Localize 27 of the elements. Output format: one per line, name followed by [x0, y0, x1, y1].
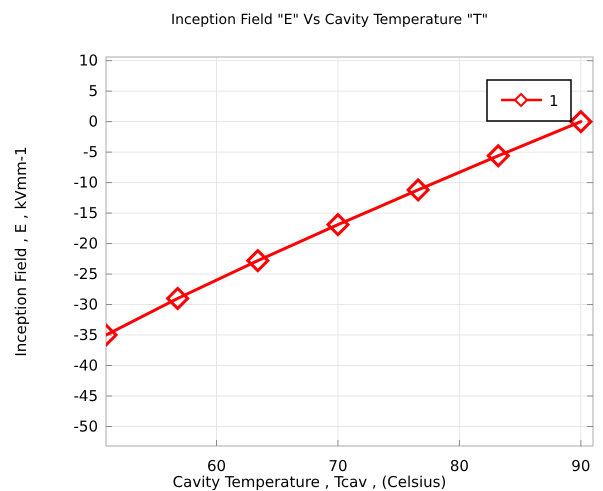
y-tick-label: -15 [74, 204, 98, 222]
x-tick-label: 80 [450, 457, 469, 475]
point [166, 286, 190, 310]
y-tick-label: -50 [74, 417, 98, 436]
point [246, 249, 270, 272]
point [569, 110, 592, 134]
legend-label: 1 [549, 92, 559, 110]
y-tick-label: 0 [88, 112, 98, 131]
y-tick-label: -5 [83, 143, 98, 162]
chart-title: Inception Field "E" Vs Cavity Temperature "T" [170, 12, 488, 28]
point [406, 178, 430, 202]
y-tick-label: -40 [74, 356, 98, 375]
y-tick-label: -10 [74, 174, 98, 192]
y-tick-label: -25 [74, 265, 98, 284]
x-tick-label: 60 [206, 457, 226, 475]
y-tick-label: -20 [74, 234, 98, 253]
y-tick-label: 10 [78, 52, 98, 70]
y-axis-title: Inception Field , E , kVmm-1 [12, 146, 30, 357]
x-tick-label: 90 [571, 457, 590, 475]
point [486, 144, 510, 168]
y-tick-label: -30 [74, 296, 98, 314]
y-tick-label: -35 [74, 326, 98, 344]
x-axis-title: Cavity Temperature , Tcav , (Celsius) [172, 473, 446, 491]
point [326, 213, 350, 236]
y-tick-label: -45 [74, 387, 98, 406]
y-tick-label: 5 [88, 82, 98, 100]
x-tick-label: 70 [328, 457, 348, 475]
